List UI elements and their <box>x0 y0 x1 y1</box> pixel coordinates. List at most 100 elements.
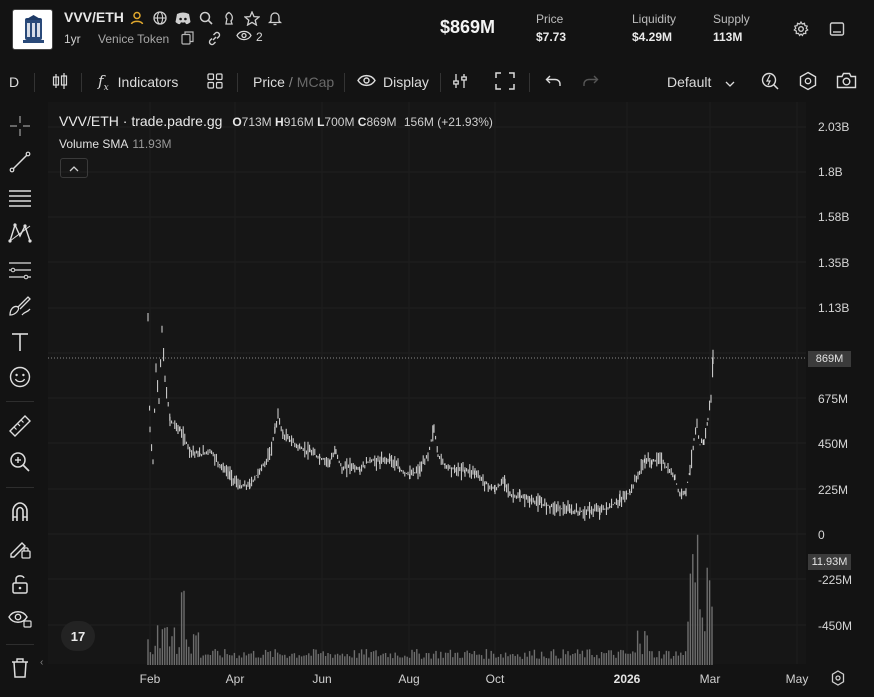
pattern-icon <box>8 222 32 249</box>
study-value: 11.93M <box>132 137 172 151</box>
pencil-lock-icon <box>8 536 32 565</box>
settings-gear-icon[interactable] <box>793 20 809 42</box>
bell-alert-icon[interactable] <box>266 9 284 27</box>
legend-close: 869M <box>366 115 397 129</box>
toolbar-divider <box>344 73 345 92</box>
measure-tool[interactable] <box>7 414 33 441</box>
pattern-tool[interactable] <box>7 222 33 248</box>
watchers-count: 2 <box>236 30 263 44</box>
magnet-tool[interactable] <box>7 501 33 527</box>
collapse-legend-button[interactable] <box>60 158 88 178</box>
price-axis-label: 1.13B <box>818 301 850 315</box>
brush-icon <box>8 295 32 322</box>
price-option[interactable]: Price <box>253 74 285 90</box>
horizontal-lines-tool[interactable] <box>7 187 33 213</box>
text-t-icon <box>10 331 30 358</box>
price-axis-label: 225M <box>818 483 849 497</box>
fullscreen-button[interactable] <box>495 62 515 102</box>
tools-divider <box>6 487 34 488</box>
time-axis-label: Apr <box>225 672 245 686</box>
study-legend[interactable]: Volume SMA 11.93M <box>59 137 172 151</box>
smiley-icon <box>9 366 31 393</box>
quick-search-button[interactable] <box>760 62 780 102</box>
fib-retracement-tool[interactable] <box>7 259 33 285</box>
discord-icon[interactable] <box>174 9 192 27</box>
candle-type-button[interactable] <box>51 62 69 102</box>
legend-low: 700M <box>324 115 355 129</box>
legend-low-label: L <box>317 115 325 129</box>
layout-label: Default <box>667 74 712 90</box>
price-mcap-toggle[interactable]: Price / MCap <box>253 62 334 102</box>
time-axis-label: Mar <box>699 672 721 686</box>
unlock-icon <box>10 573 30 600</box>
toolbar-divider <box>529 73 530 92</box>
lock-all-tool[interactable] <box>7 573 33 599</box>
mcap-option[interactable]: MCap <box>296 74 335 90</box>
zoom-in-icon <box>9 451 31 478</box>
emoji-tool[interactable] <box>7 366 33 392</box>
trash-icon <box>10 657 30 684</box>
chevron-up-icon <box>69 159 79 177</box>
zoom-tool[interactable] <box>7 451 33 477</box>
chart-pane[interactable] <box>48 102 806 664</box>
fullscreen-icon <box>495 71 515 93</box>
object-tree-button[interactable] <box>798 62 818 102</box>
website-globe-icon[interactable] <box>151 9 169 27</box>
brush-tool[interactable] <box>7 295 33 321</box>
indicators-button[interactable]: fx Indicators <box>98 62 178 102</box>
dev-user-icon[interactable] <box>128 9 146 27</box>
indicators-label: Indicators <box>117 74 179 90</box>
star-icon[interactable] <box>243 9 261 27</box>
price-axis-label: 450M <box>818 437 849 451</box>
toolbar-divider <box>440 73 441 92</box>
window-toggle-icon[interactable] <box>829 21 845 42</box>
collapse-toolbar-chevron-icon[interactable]: ‹ <box>40 657 44 668</box>
text-tool[interactable] <box>7 331 33 357</box>
legend-open-label: O <box>232 115 242 129</box>
display-label: Display <box>383 74 429 90</box>
stat-supply-value: 113M <box>713 30 743 44</box>
undo-button[interactable] <box>545 62 561 102</box>
tradingview-logo[interactable]: 17 <box>61 621 95 651</box>
remove-drawings-tool[interactable] <box>7 657 33 683</box>
axis-settings-icon[interactable] <box>830 670 846 691</box>
time-axis-label: Jun <box>312 672 332 686</box>
legend-symbol[interactable]: VVV/ETH · trade.padre.gg <box>59 113 223 129</box>
study-name: Volume SMA <box>59 137 129 151</box>
layout-dropdown[interactable]: Default <box>667 62 735 102</box>
templates-button[interactable] <box>207 62 223 102</box>
sliders-icon <box>451 72 469 93</box>
watchers-value: 2 <box>256 30 263 44</box>
eye-display-icon <box>357 74 376 90</box>
screenshot-button[interactable] <box>836 62 857 102</box>
hide-drawings-tool[interactable] <box>7 608 33 634</box>
display-button[interactable]: Display <box>357 62 429 102</box>
price-axis-label: -450M <box>818 619 853 633</box>
chess-piece-icon[interactable] <box>220 9 238 27</box>
chart-settings-button[interactable] <box>451 62 469 102</box>
legend-volume: 156M <box>403 115 434 129</box>
interval-selector[interactable]: D <box>9 74 20 90</box>
magnet-icon <box>9 501 31 528</box>
function-fx-icon: fx <box>98 71 109 93</box>
stat-price-value: $7.73 <box>536 30 567 44</box>
crosshair-tool[interactable] <box>7 115 33 141</box>
trend-line-tool[interactable] <box>7 151 33 177</box>
price-axis-label: -225M <box>818 573 853 587</box>
market-cap-value: $869M <box>440 17 496 37</box>
search-icon[interactable] <box>197 9 215 27</box>
copy-address-icon[interactable] <box>181 31 194 50</box>
redo-button[interactable] <box>583 62 599 102</box>
time-axis-label-year: 2026 <box>613 672 641 686</box>
time-axis-label: Aug <box>398 672 420 686</box>
lock-drawing-tool[interactable] <box>7 537 33 563</box>
price-axis-label: 1.58B <box>818 210 850 224</box>
stat-supply-label: Supply <box>713 12 750 26</box>
token-logo[interactable] <box>12 9 53 50</box>
volume-sma-tag: 11.93M <box>808 554 851 570</box>
link-icon[interactable] <box>207 31 222 51</box>
candlestick-icon <box>51 72 69 93</box>
eye-icon <box>236 30 252 44</box>
stat-liquidity-value: $4.29M <box>632 30 673 44</box>
tools-divider <box>6 644 34 645</box>
